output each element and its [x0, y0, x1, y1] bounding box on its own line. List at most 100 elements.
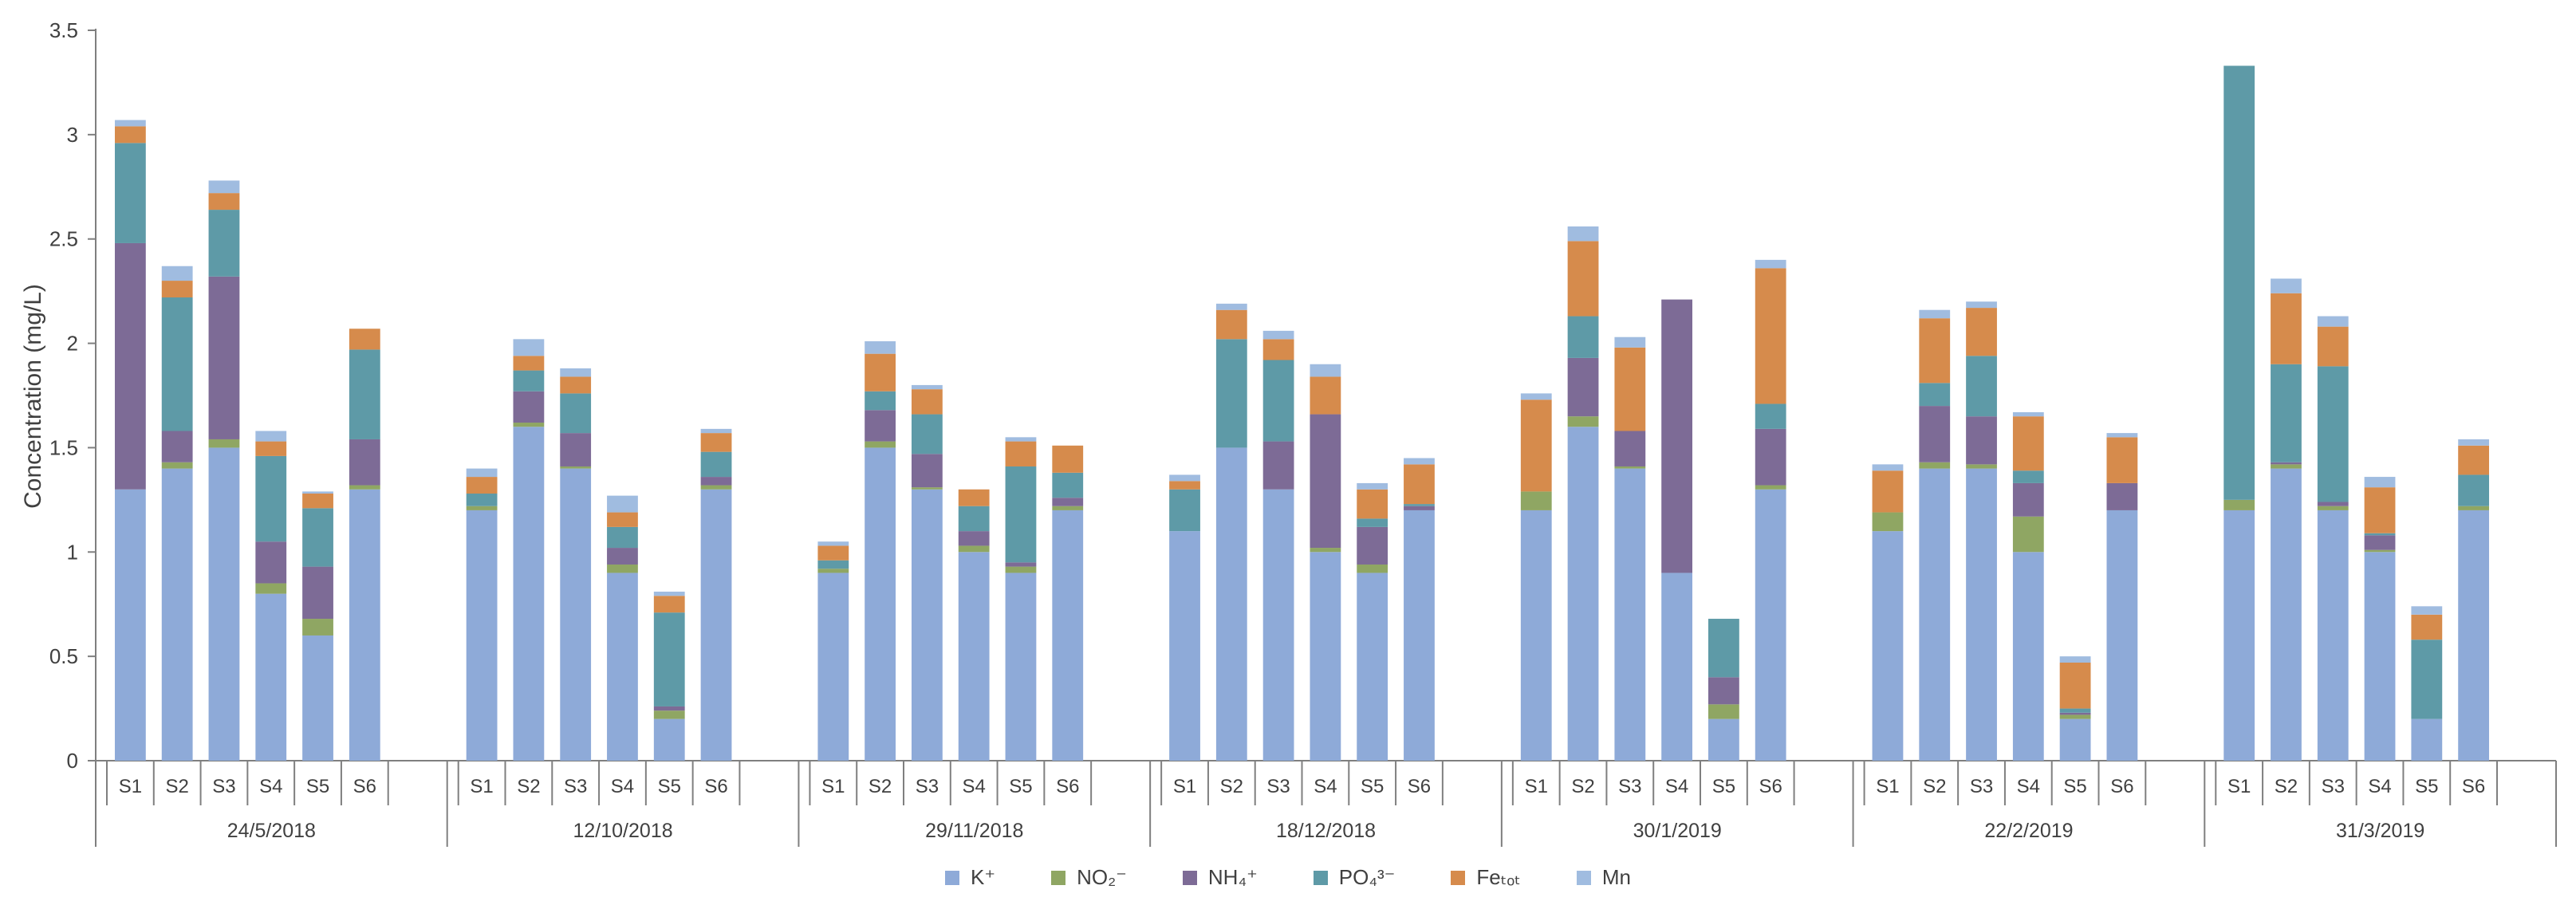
bar-segment-po4: [2364, 533, 2396, 536]
bar-segment-mn: [700, 428, 732, 434]
legend-swatch: [1313, 870, 1328, 885]
bar-segment-mn: [1966, 301, 1997, 309]
bar-segment-no2: [911, 487, 943, 490]
bar-segment-po4: [1052, 472, 1084, 498]
bar-segment-nh4: [302, 566, 333, 620]
bar-segment-po4: [1357, 518, 1388, 527]
bar-segment-po4: [2012, 470, 2044, 483]
bar-segment-fe: [1966, 308, 1997, 356]
x-tick-label-site: S5: [1712, 776, 1735, 797]
x-tick-label-site: S6: [1056, 776, 1079, 797]
bar-segment-po4: [2458, 474, 2490, 506]
x-group-label: 30/1/2019: [1633, 820, 1722, 842]
bar-segment-no2: [513, 423, 545, 427]
x-tick-label-site: S3: [212, 776, 235, 797]
bar-segment-mn: [1919, 309, 1951, 319]
bar-segment-fe: [1520, 399, 1552, 492]
bar-segment-nh4: [607, 548, 638, 565]
bar-segment-k: [1215, 447, 1247, 761]
bar-segment-k: [2012, 552, 2044, 761]
bar-segment-mn: [466, 468, 498, 478]
legend-item: NO₂⁻: [1051, 865, 1127, 890]
bar-segment-po4: [1755, 403, 1786, 429]
x-group-label: 18/12/2018: [1276, 820, 1376, 842]
bar-segment-k: [466, 510, 498, 761]
bar-segment-mn: [161, 266, 193, 281]
bar-segment-k: [2223, 510, 2255, 761]
x-tick-label-site: S5: [306, 776, 329, 797]
bar-segment-nh4: [958, 531, 990, 546]
x-tick-label-site: S2: [2275, 776, 2298, 797]
x-group-label: 31/3/2019: [2336, 820, 2424, 842]
y-tick-label: 3: [67, 123, 78, 147]
bar-segment-fe: [1755, 268, 1786, 404]
legend-swatch: [1182, 870, 1197, 885]
bar-segment-no2: [302, 619, 333, 636]
bar-segment-k: [1310, 552, 1341, 761]
bar-segment-k: [208, 447, 240, 761]
x-tick-label-site: S4: [1314, 776, 1337, 797]
bar-segment-nh4: [1614, 431, 1646, 466]
bar-segment-po4: [1262, 360, 1294, 442]
bar-segment-no2: [1755, 485, 1786, 490]
bar-segment-fe: [2271, 293, 2302, 364]
bar-segment-po4: [161, 297, 193, 431]
x-tick-label-site: S3: [1618, 776, 1641, 797]
x-tick-label-site: S4: [2368, 776, 2391, 797]
legend-swatch: [1451, 870, 1466, 885]
bar-segment-nh4: [2012, 482, 2044, 517]
bar-segment-nh4: [2106, 482, 2138, 510]
x-tick-label-site: S3: [1970, 776, 1993, 797]
bar-segment-mn: [255, 431, 287, 442]
bar-segment-no2: [1614, 466, 1646, 469]
bar-segment-no2: [1707, 704, 1739, 719]
bar-segment-mn: [1310, 364, 1341, 377]
bar-segment-po4: [2317, 366, 2349, 502]
bar-segment-fe: [466, 477, 498, 494]
bar-segment-no2: [2223, 499, 2255, 510]
bar-segment-no2: [958, 545, 990, 553]
x-tick-label-site: S1: [119, 776, 142, 797]
bar-segment-nh4: [161, 431, 193, 462]
bar-segment-nh4: [1262, 441, 1294, 490]
bar-segment-mn: [1520, 393, 1552, 400]
bar-segment-fe: [513, 356, 545, 371]
legend-label: Feₜₒₜ: [1476, 865, 1521, 889]
x-tick-label-site: S1: [1173, 776, 1196, 797]
bar-segment-no2: [2271, 464, 2302, 469]
x-tick-label-site: S6: [2462, 776, 2485, 797]
x-tick-label-site: S3: [564, 776, 587, 797]
bar-segment-po4: [653, 612, 685, 706]
bar-segment-no2: [466, 506, 498, 510]
bar-segment-fe: [1310, 376, 1341, 415]
bar-segment-k: [700, 489, 732, 761]
bar-segment-nh4: [560, 433, 592, 466]
x-tick-label-site: S2: [1571, 776, 1594, 797]
bar-segment-k: [1520, 510, 1552, 761]
bar-segment-k: [911, 489, 943, 761]
bar-segment-k: [2059, 718, 2091, 761]
bar-segment-k: [114, 489, 146, 761]
bar-segment-no2: [2059, 714, 2091, 719]
x-tick-label-site: S2: [165, 776, 188, 797]
bar-segment-mn: [607, 495, 638, 513]
x-tick-label-site: S1: [1525, 776, 1548, 797]
bar-segment-fe: [302, 494, 333, 509]
bar-segment-fe: [2317, 326, 2349, 367]
y-tick-label: 2: [67, 332, 78, 356]
bar-segment-po4: [2059, 708, 2091, 713]
x-tick-label-site: S4: [962, 776, 985, 797]
bar-segment-k: [2317, 510, 2349, 761]
x-tick-label-site: S1: [821, 776, 845, 797]
x-tick-label-site: S4: [611, 776, 634, 797]
bar-segment-nh4: [1919, 406, 1951, 462]
bar-segment-mn: [302, 491, 333, 494]
bar-segment-fe: [1404, 464, 1435, 505]
bar-segment-nh4: [2059, 712, 2091, 715]
bar-segment-k: [958, 552, 990, 761]
bar-segment-fe: [2059, 662, 2091, 709]
bar-segment-mn: [2458, 439, 2490, 446]
x-tick-label-site: S5: [2063, 776, 2086, 797]
